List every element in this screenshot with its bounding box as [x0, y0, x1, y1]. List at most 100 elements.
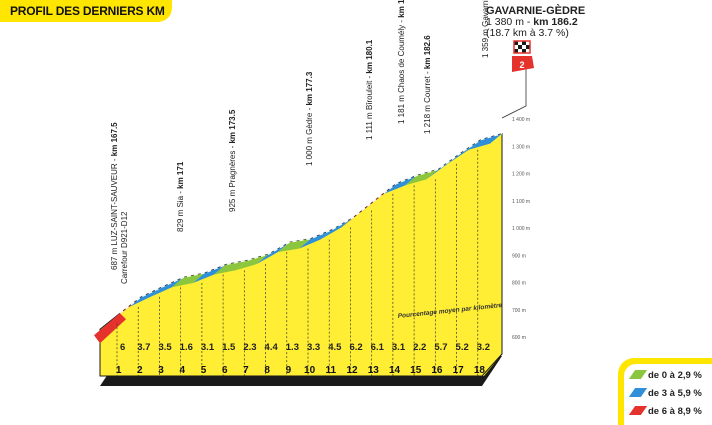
- finish-flag-icon: [518, 45, 522, 49]
- legend-swatch-red: [628, 406, 648, 415]
- gradient-ribbon-segment: [277, 238, 311, 253]
- category-number: 2: [519, 60, 524, 70]
- km-label: 4: [179, 365, 185, 376]
- finish-flag-icon: [526, 41, 530, 45]
- finish-altitude: 1 380 m: [486, 16, 524, 28]
- gradient-ribbon-segment: [299, 229, 333, 249]
- legend-item-blue: de 3 à 5,9 %: [628, 388, 702, 402]
- waypoint-label: 1 111 m Bîrouleit - km 180.1: [365, 39, 374, 140]
- waypoint-label: 1 218 m Courret - km 182.6: [423, 35, 432, 134]
- finish-flag-frame: [513, 40, 531, 54]
- km-label: 13: [368, 365, 380, 376]
- km-gradient-value: 1.3: [286, 342, 299, 353]
- altitude-tick-label: 600 m: [512, 335, 526, 341]
- km-label: 12: [346, 365, 358, 376]
- km-gradient-value: 3.2: [477, 342, 490, 353]
- altitude-tick-label: 1 300 m: [512, 144, 530, 150]
- category-badge: [512, 56, 534, 72]
- finish-altitude-km: 1 380 m - km 186.2: [486, 16, 578, 28]
- waypoint-km: km 171: [176, 161, 185, 189]
- finish-flag-icon: [514, 49, 518, 53]
- km-gradient-value: 2.3: [243, 342, 256, 353]
- gradient-ribbon-segment: [256, 242, 290, 265]
- km-gradient-value: 3.1: [392, 342, 406, 353]
- waypoint-name: 687 m LUZ-SAINT-SAUVEUR -: [110, 156, 119, 270]
- legend-swatch-blue: [628, 388, 648, 397]
- waypoint-label: 925 m Pragnères - km 173.5: [228, 109, 237, 212]
- gradient-ribbon-segment: [320, 217, 354, 240]
- finish-info: GAVARNIE-GÈDRE 1 380 m - km 186.2 (18.7 …: [486, 6, 585, 39]
- finish-flag-icon: [522, 41, 526, 45]
- finish-pointer-line: [501, 68, 527, 119]
- km-label: 6: [222, 365, 228, 376]
- legend-swatch-green: [628, 370, 648, 379]
- finish-flag-icon: [522, 45, 526, 49]
- gradient-ribbon-segment: [235, 254, 269, 271]
- altitude-tick-label: 1 100 m: [512, 199, 530, 205]
- km-gradient-value: 5.7: [434, 342, 447, 353]
- km-label: 14: [389, 365, 401, 376]
- km-label: 7: [243, 365, 249, 376]
- km-label: 8: [264, 365, 270, 376]
- km-gradient-value: 3.7: [137, 342, 150, 353]
- km-label: 10: [304, 365, 316, 376]
- km-gradient-value: 4.5: [328, 342, 342, 353]
- km-gradient-value: 1.5: [222, 342, 236, 353]
- waypoint-name: 1 359 m Gavarnie -: [481, 0, 490, 58]
- altitude-tick-label: 1 200 m: [512, 172, 530, 178]
- waypoint-name: 1 111 m Bîrouleit -: [365, 74, 374, 140]
- waypoint-name: 925 m Pragnères -: [228, 144, 237, 212]
- km-gradient-value: 5.2: [456, 342, 469, 353]
- km-label: 9: [286, 365, 292, 376]
- gradient-ribbon-segment: [192, 264, 227, 283]
- km-gradient-value: 6.2: [349, 342, 362, 353]
- km-label: 3: [158, 365, 164, 376]
- km-label: 18: [474, 365, 486, 376]
- waypoint-km: km 167.5: [110, 122, 119, 156]
- waypoint-km: km 182.6: [423, 35, 432, 69]
- finish-flag-icon: [526, 45, 530, 49]
- km-gradient-value: 3.5: [158, 342, 172, 353]
- finish-name: GAVARNIE-GÈDRE: [486, 5, 586, 17]
- km-gradient-value: 3.1: [201, 342, 215, 353]
- km-gradient-value: 4.4: [265, 342, 279, 353]
- start-red-segment: [94, 313, 126, 344]
- km-gradient-value: 6: [120, 342, 125, 353]
- gradient-ribbon-segment: [129, 286, 163, 307]
- altitude-tick-label: 700 m: [512, 308, 526, 314]
- waypoint-km: km 173.5: [228, 109, 237, 143]
- gradient-ribbon-segment: [383, 175, 418, 194]
- gradient-ribbon-segment: [214, 260, 248, 275]
- finish-flag-icon: [514, 41, 518, 45]
- waypoint-label: 1 000 m Gèdre - km 177.3: [305, 71, 314, 166]
- km-label: 16: [431, 365, 443, 376]
- finish-flag-icon: [514, 45, 518, 49]
- waypoint-km: km 177.3: [305, 71, 314, 105]
- legend-item-red: de 6 à 8,9 %: [628, 406, 702, 420]
- km-gradient-value: 2.2: [413, 342, 426, 353]
- km-gradient-value: 3.3: [307, 342, 320, 353]
- waypoint-label: 1 181 m Chaos de Coumély - km 181.5: [397, 0, 406, 124]
- waypoint-name: 829 m Sia -: [176, 189, 185, 232]
- title-tab: PROFIL DES DERNIERS KM: [0, 0, 172, 22]
- altitude-tick-label: 1 000 m: [512, 226, 530, 232]
- gradient-ribbon-segment: [405, 169, 439, 186]
- km-label: 1: [116, 365, 122, 376]
- finish-km: km 186.2: [533, 16, 578, 28]
- waypoint-km: km 180.1: [365, 39, 374, 73]
- gradient-ribbon-segment: [468, 133, 502, 150]
- finish-climb: (18.7 km à 3.7 %): [486, 27, 569, 39]
- waypoint-label: 1 359 m Gavarnie - km 185.6: [481, 0, 490, 58]
- waypoint-label: 687 m LUZ-SAINT-SAUVEUR - km 167.5: [110, 122, 119, 270]
- km-label: 5: [201, 365, 207, 376]
- waypoint-label: 829 m Sia - km 171: [176, 161, 185, 232]
- km-label: 2: [137, 365, 143, 376]
- legend-item-green: de 0 à 2,9 %: [628, 370, 702, 384]
- waypoint-name: 1 181 m Chaos de Coumély -: [397, 18, 406, 124]
- finish-flag-icon: [522, 49, 526, 53]
- legend-panel: de 0 à 2,9 % de 3 à 5,9 % de 6 à 8,9 %: [624, 364, 712, 425]
- finish-flag-icon: [518, 49, 522, 53]
- finish-flag-icon: [518, 41, 522, 45]
- altitude-tick-label: 900 m: [512, 253, 526, 259]
